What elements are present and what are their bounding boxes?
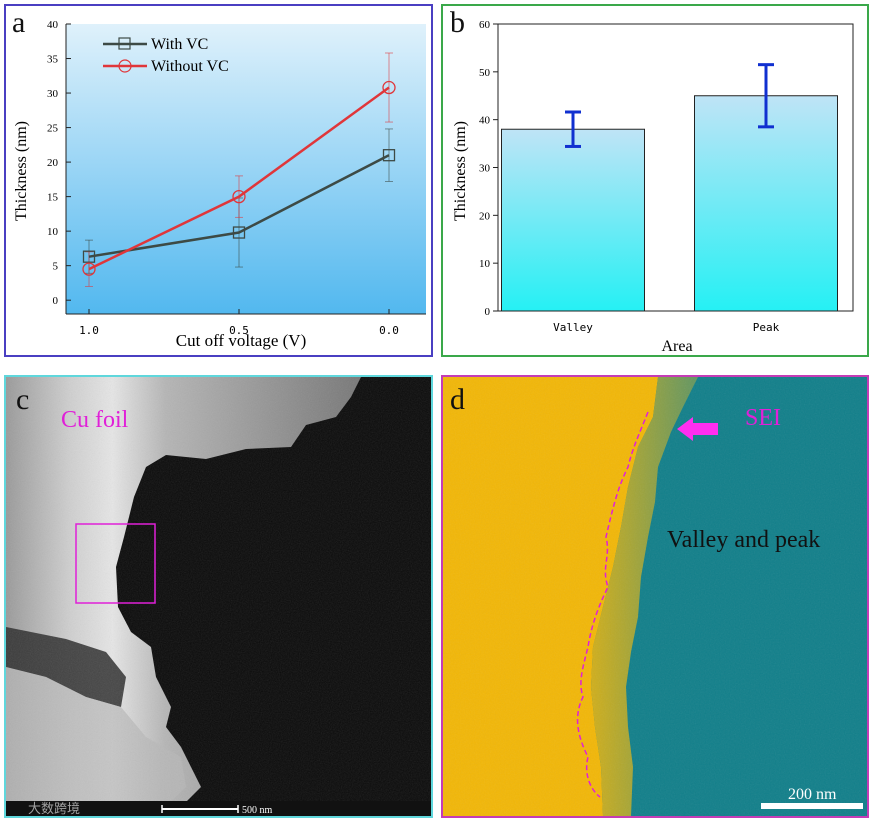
x-axis-label: Area [661, 338, 692, 355]
y-tick-label: 40 [479, 115, 491, 127]
data-point-square [82, 250, 96, 263]
y-tick-label: 25 [47, 123, 59, 135]
sei-arrow-icon [677, 417, 718, 441]
data-point-circle [82, 262, 96, 276]
scalebar-line [761, 803, 863, 809]
panel-a-line-chart: a 0 5 10 15 20 25 30 35 40 1.0 0.5 0.0 Thickness (… [4, 4, 433, 357]
y-tick-label: 10 [479, 258, 491, 270]
y-tick-label: 40 [47, 19, 59, 31]
legend: With VC Without VC [103, 36, 229, 75]
panel-letter-c: c [16, 383, 30, 416]
bar-valley [501, 128, 645, 312]
y-tick-label: 20 [479, 210, 491, 222]
plot-area [66, 24, 426, 314]
legend-label-without-vc: Without VC [151, 58, 229, 75]
x-tick-label: Valley [553, 321, 593, 334]
y-tick-label: 30 [479, 163, 491, 175]
sei-label: SEI [745, 405, 781, 431]
y-tick-label: 50 [479, 67, 491, 79]
y-tick-label: 0 [53, 295, 59, 307]
y-tick-label: 20 [47, 157, 59, 169]
y-tick-label: 10 [47, 226, 59, 238]
y-tick-label: 15 [47, 192, 59, 204]
panel-d-eds-map: 200 nm d SEI Valley and peak [441, 375, 869, 818]
x-axis-label: Cut off voltage (V) [176, 331, 306, 350]
region-of-interest-box [75, 523, 156, 604]
panel-c-tem-image: 500 nm 大数跨境 c Cu foil [4, 375, 433, 818]
panel-letter-d: d [450, 383, 465, 416]
cu-foil-label: Cu foil [61, 407, 129, 433]
scalebar-label: 500 nm [242, 805, 273, 816]
series-line-0 [88, 154, 390, 258]
y-tick-label: 35 [47, 54, 59, 66]
watermark: 大数跨境 [28, 801, 80, 816]
y-axis-label: Thickness (nm) [452, 121, 469, 221]
data-point-square [382, 149, 396, 162]
panel-letter-a: a [12, 6, 26, 39]
x-tick-label: 0.0 [379, 324, 399, 337]
data-point-circle [382, 80, 396, 95]
y-tick-label: 30 [47, 88, 59, 100]
data-point-square [232, 226, 246, 239]
bar-peak [694, 95, 838, 312]
series-line-1 [88, 86, 390, 271]
legend-circle-marker [118, 59, 132, 73]
valley-and-peak-caption: Valley and peak [667, 527, 821, 553]
tem-image: 500 nm 大数跨境 [6, 377, 431, 816]
y-axis-label: Thickness (nm) [13, 121, 30, 221]
y-tick-label: 5 [53, 261, 59, 273]
scalebar-label: 200 nm [788, 786, 837, 803]
y-tick-label: 0 [485, 306, 491, 318]
legend-square-marker [118, 37, 131, 50]
data-point-circle [232, 189, 246, 204]
x-tick-label: 0.5 [229, 324, 249, 337]
sei-boundary-dashed-line [576, 411, 649, 798]
x-tick-label: Peak [753, 321, 780, 334]
line-chart-svg: 0 5 10 15 20 25 30 35 40 1.0 0.5 0.0 Thickness (nm… [13, 19, 426, 350]
x-tick-label: 1.0 [79, 324, 99, 337]
eds-map-image: 200 nm [443, 377, 867, 816]
legend-label-with-vc: With VC [151, 36, 208, 53]
panel-b-bar-chart: b 0 10 20 30 40 50 60 Valley Peak Thickness (nm… [441, 4, 869, 357]
y-tick-label: 60 [479, 19, 491, 31]
panel-letter-b: b [450, 6, 465, 39]
